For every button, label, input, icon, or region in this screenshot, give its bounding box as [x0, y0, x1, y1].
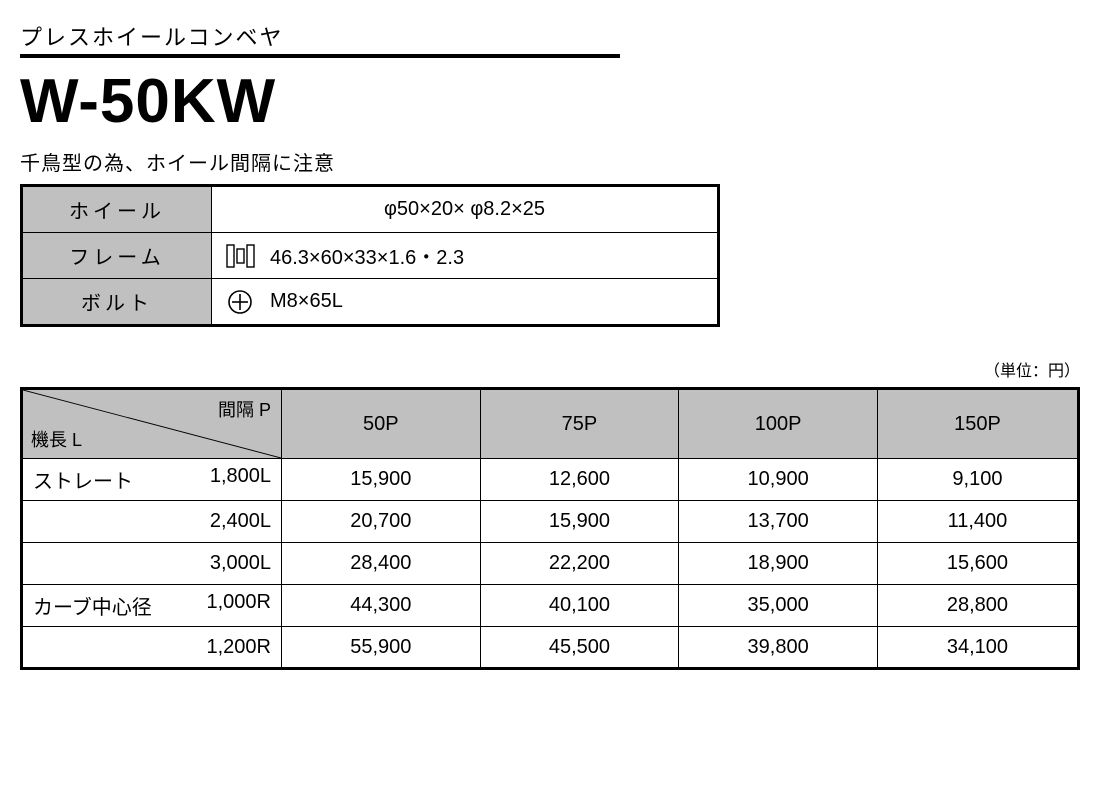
price-cell: 28,800: [877, 585, 1078, 627]
spec-value-cell: 46.3×60×33×1.6・2.3: [212, 233, 719, 279]
price-cell: 40,100: [480, 585, 679, 627]
row-size-label: 2,400L: [210, 510, 271, 533]
price-row-label: カーブ中心径 1,000R: [22, 585, 282, 627]
price-cell: 34,100: [877, 627, 1078, 669]
spec-value: 46.3×60×33×1.6・2.3: [270, 241, 464, 270]
frame-icon: [224, 243, 256, 269]
diag-label-bottom: 機長 L: [31, 426, 82, 452]
price-cell: 15,900: [480, 501, 679, 543]
unit-note: （単位：円）: [20, 357, 1080, 381]
price-cell: 45,500: [480, 627, 679, 669]
bolt-icon: [224, 289, 256, 315]
spec-value: M8×65L: [270, 290, 343, 313]
spec-label: フレーム: [22, 233, 212, 279]
row-size-label: 1,000R: [207, 591, 272, 620]
price-cell: 35,000: [679, 585, 878, 627]
spec-row: フレーム 46.3×60×33×1.6・2.3: [22, 233, 719, 279]
price-row-label: ストレート 1,800L: [22, 459, 282, 501]
price-row-label: 1,200R: [22, 627, 282, 669]
price-cell: 20,700: [282, 501, 481, 543]
spec-row: ホイール φ50×20× φ8.2×25: [22, 186, 719, 233]
price-column-header: 75P: [480, 389, 679, 459]
spec-note: 千鳥型の為、ホイール間隔に注意: [20, 147, 1080, 176]
spec-label: ホイール: [22, 186, 212, 233]
spec-value-cell: φ50×20× φ8.2×25: [212, 186, 719, 233]
price-column-header: 150P: [877, 389, 1078, 459]
price-row: ストレート 1,800L 15,90012,60010,9009,100: [22, 459, 1079, 501]
spec-label: ボルト: [22, 279, 212, 326]
price-cell: 22,200: [480, 543, 679, 585]
row-size-label: 1,800L: [210, 465, 271, 494]
price-header-row: 間隔 P 機長 L 50P75P100P150P: [22, 389, 1079, 459]
price-row: 1,200R 55,90045,50039,80034,100: [22, 627, 1079, 669]
price-table: 間隔 P 機長 L 50P75P100P150P ストレート 1,800L 15,9…: [20, 387, 1080, 670]
spec-value-cell: M8×65L: [212, 279, 719, 326]
price-cell: 18,900: [679, 543, 878, 585]
price-cell: 39,800: [679, 627, 878, 669]
price-cell: 9,100: [877, 459, 1078, 501]
row-type-label: ストレート: [33, 465, 133, 494]
row-size-label: 3,000L: [210, 552, 271, 575]
price-cell: 11,400: [877, 501, 1078, 543]
price-cell: 12,600: [480, 459, 679, 501]
price-row: 3,000L 28,40022,20018,90015,600: [22, 543, 1079, 585]
price-column-header: 100P: [679, 389, 878, 459]
price-row: カーブ中心径 1,000R 44,30040,10035,00028,800: [22, 585, 1079, 627]
price-cell: 28,400: [282, 543, 481, 585]
price-cell: 15,900: [282, 459, 481, 501]
price-cell: 10,900: [679, 459, 878, 501]
price-row: 2,400L 20,70015,90013,70011,400: [22, 501, 1079, 543]
category-label: プレスホイールコンベヤ: [20, 20, 1080, 52]
row-type-label: カーブ中心径: [33, 591, 152, 620]
price-cell: 44,300: [282, 585, 481, 627]
price-row-label: 2,400L: [22, 501, 282, 543]
spec-value: φ50×20× φ8.2×25: [384, 198, 545, 221]
spec-table: ホイール φ50×20× φ8.2×25 フレーム 46.3×60×33×1.6・2.…: [20, 184, 720, 327]
price-row-label: 3,000L: [22, 543, 282, 585]
model-title: W-50KW: [20, 66, 1080, 137]
row-size-label: 1,200R: [207, 636, 272, 659]
diag-label-top: 間隔 P: [218, 396, 271, 422]
price-column-header: 50P: [282, 389, 481, 459]
spec-row: ボルト M8×65L: [22, 279, 719, 326]
price-cell: 15,600: [877, 543, 1078, 585]
title-rule: [20, 54, 620, 58]
price-cell: 55,900: [282, 627, 481, 669]
price-cell: 13,700: [679, 501, 878, 543]
price-header-diag: 間隔 P 機長 L: [22, 389, 282, 459]
